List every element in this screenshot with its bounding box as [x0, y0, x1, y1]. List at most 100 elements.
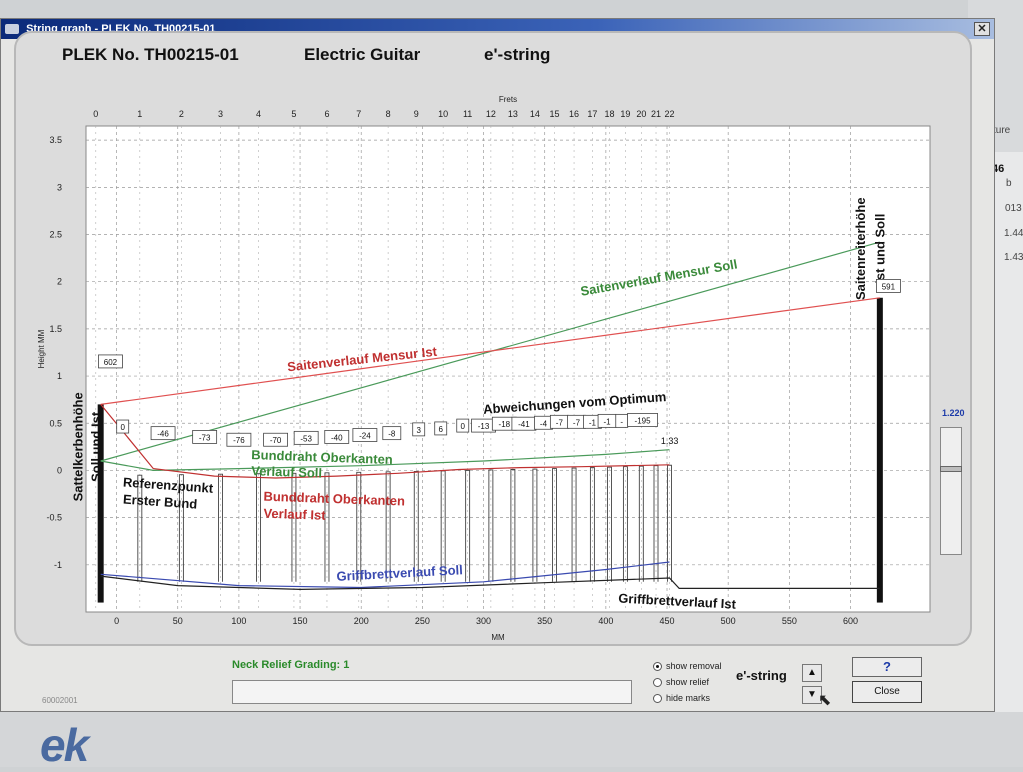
fret-wire — [510, 469, 516, 582]
fret-wire — [607, 466, 612, 582]
fret-tick-label: 10 — [438, 109, 448, 119]
deviation-value: -4 — [540, 419, 548, 428]
help-button[interactable]: ? — [852, 657, 922, 677]
fret-tick-label: 0 — [93, 109, 98, 119]
string-selector-label: e'-string — [736, 668, 787, 683]
fret-tick-label: 8 — [386, 109, 391, 119]
deviation-value-box: -7 — [549, 414, 569, 429]
slider-thumb[interactable] — [940, 466, 962, 473]
deviation-box-frame — [226, 432, 252, 447]
chart-annotation: Bunddraht Oberkanten — [263, 489, 405, 509]
chart-annotation: Verlauf Ist — [263, 506, 326, 523]
deviation-value-box: -53 — [293, 430, 319, 445]
fret-wire — [571, 467, 577, 582]
close-button[interactable]: Close — [852, 681, 922, 703]
zoom-slider[interactable] — [940, 427, 962, 555]
x-tick-label: 450 — [659, 616, 674, 626]
radio-show-removal[interactable]: show removal — [653, 661, 722, 672]
radio-label: show relief — [666, 677, 710, 687]
background-text: b — [1006, 178, 1012, 189]
deviation-value: -18 — [499, 420, 511, 429]
chart-annotation: Referenzpunkt — [122, 475, 214, 496]
deviation-value-box: -7 — [567, 414, 586, 429]
deviation-value: -24 — [359, 432, 371, 441]
fret-wire — [589, 467, 595, 582]
y-tick-label: 0 — [57, 465, 62, 475]
x-tick-label: 250 — [415, 616, 430, 626]
x-tick-label: 550 — [782, 616, 797, 626]
deviation-value: -53 — [300, 434, 312, 443]
y-tick-label: 1 — [57, 371, 62, 381]
fret-wire — [653, 465, 659, 582]
y-tick-label: 2 — [57, 277, 62, 287]
deviation-value: 602 — [104, 358, 118, 367]
fret-wire — [385, 471, 391, 582]
deviation-value-box: -73 — [192, 430, 218, 444]
saddle-bar — [876, 297, 883, 603]
fret-wire — [178, 474, 184, 582]
radio-dot[interactable] — [653, 678, 662, 688]
fret-wire — [622, 466, 628, 582]
height-value-label: 1.33 — [661, 436, 679, 446]
deviation-value: -7 — [573, 418, 581, 427]
radio-dot[interactable] — [653, 662, 662, 672]
deviation-box-frame — [434, 421, 448, 436]
vertical-annotation: Soll und Ist — [89, 411, 104, 482]
string-down-button[interactable]: ▼ — [802, 686, 822, 704]
deviation-box-frame — [456, 418, 470, 433]
app-icon — [5, 24, 19, 34]
series-line — [100, 404, 670, 479]
deviation-value: -7 — [556, 418, 564, 427]
y-tick-label: 0.5 — [49, 418, 62, 428]
window-close-button[interactable]: ✕ — [974, 22, 990, 36]
fret-tick-label: 22 — [664, 109, 674, 119]
vertical-annotation: Ist und Soll — [873, 214, 888, 284]
fret-tick-label: 13 — [508, 109, 518, 119]
plek-number-title: PLEK No. TH00215-01 — [62, 45, 239, 64]
series-line — [100, 561, 670, 589]
radio-show-relief[interactable]: show relief — [653, 677, 710, 688]
fret-wire — [488, 469, 494, 582]
deviation-value-box: -24 — [352, 428, 378, 442]
fret-tick-label: 7 — [356, 109, 361, 119]
string-up-button[interactable]: ▲ — [802, 664, 822, 682]
radio-dot[interactable] — [653, 694, 662, 704]
chart-annotation: Verlauf Soll — [251, 463, 322, 480]
deviation-box-frame — [324, 430, 350, 444]
deviation-box-frame — [116, 419, 130, 434]
deviation-box-frame — [98, 354, 123, 369]
fret-tick-label: 1 — [137, 109, 142, 119]
deviation-value: -41 — [518, 420, 530, 429]
deviation-value: -73 — [199, 433, 211, 442]
deviation-value-box: -76 — [226, 432, 252, 447]
fret-tick-label: 21 — [651, 109, 661, 119]
deviation-value: 0 — [120, 423, 125, 432]
deviation-box-frame — [412, 422, 426, 437]
plot-area — [85, 125, 931, 613]
string-title: e'-string — [484, 45, 551, 64]
x-axis-label: MM — [491, 633, 505, 642]
deviation-box-frame — [352, 428, 378, 442]
mouse-cursor-icon: ⬉ — [818, 692, 832, 709]
deviation-value-box: 602 — [98, 354, 123, 369]
fret-wire — [256, 473, 261, 582]
deviation-value-box: -8 — [382, 426, 402, 441]
fret-tick-label: 20 — [636, 109, 646, 119]
deviation-value: -40 — [331, 433, 343, 442]
radio-hide-marks[interactable]: hide marks — [653, 693, 711, 704]
x-tick-label: 50 — [173, 616, 183, 626]
radio-label: hide marks — [666, 693, 711, 703]
deviation-value: -46 — [157, 430, 169, 439]
fret-wire — [413, 470, 419, 582]
deviation-value-box: -46 — [150, 426, 176, 441]
deviation-value-box: 6 — [434, 421, 448, 436]
y-tick-label: 3.5 — [49, 135, 62, 145]
series-line — [100, 297, 880, 405]
fret-wire — [137, 474, 143, 582]
fret-tick-label: 9 — [414, 109, 419, 119]
fret-tick-label: 4 — [256, 109, 261, 119]
instrument-title: Electric Guitar — [304, 45, 421, 64]
fret-tick-label: 19 — [620, 109, 630, 119]
fret-tick-label: 3 — [218, 109, 223, 119]
x-tick-label: 300 — [476, 616, 491, 626]
